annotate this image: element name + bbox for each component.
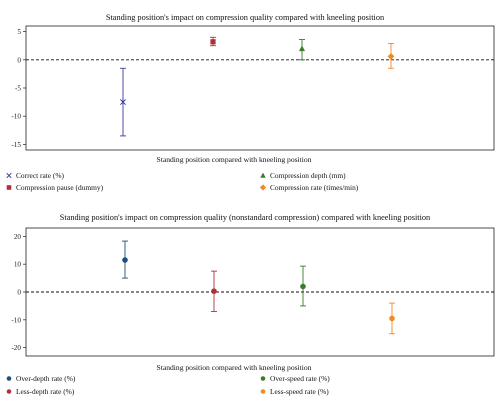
- legend-entry: Less-depth rate (%): [6, 387, 75, 396]
- data-point-b: [120, 99, 126, 106]
- series-4: [387, 43, 395, 69]
- legend-entry: Compression depth (mm): [260, 171, 346, 180]
- legend-marker: [260, 376, 266, 381]
- plot-frame: [25, 25, 495, 151]
- legend-entry: Over-depth rate (%): [6, 374, 76, 383]
- series-3: [299, 39, 305, 61]
- legend-label: Over-depth rate (%): [16, 374, 76, 383]
- x-axis-label: Standing position compared with kneeling…: [156, 363, 311, 372]
- data-point: [300, 283, 306, 290]
- data-point: [122, 257, 128, 263]
- legend-label: Correct rate (%): [16, 171, 65, 180]
- y-tick-label: 20: [14, 233, 22, 241]
- data-point: [211, 288, 217, 294]
- legend-entry: Correct rate (%): [6, 171, 65, 180]
- series-2: [210, 36, 216, 47]
- legend-marker: [6, 185, 12, 190]
- chart-title: Standing position's impact on compressio…: [60, 213, 431, 222]
- y-tick-label: -5: [15, 85, 21, 93]
- data-point: [210, 39, 216, 45]
- y-tick-label: -20: [11, 344, 21, 352]
- legend-entry: Compression rate (times/min): [259, 183, 359, 192]
- legend-marker: [6, 389, 12, 394]
- data-point: [387, 53, 395, 60]
- chart-panel-1: Standing position's impact on compressio…: [6, 13, 495, 192]
- data-point: [299, 45, 305, 52]
- legend-marker: [6, 376, 12, 381]
- chart-title: Standing position's impact on compressio…: [106, 13, 385, 22]
- x-axis-label: Standing position compared with kneeling…: [156, 155, 311, 164]
- data-point: [389, 315, 395, 322]
- legend-marker: [260, 172, 266, 178]
- y-tick-label: 5: [17, 28, 21, 36]
- series-1: [122, 240, 128, 279]
- chart-panel-2: Standing position's impact on compressio…: [6, 213, 495, 396]
- legend-entry: Compression pause (dummy): [6, 183, 104, 192]
- legend-label: Compression depth (mm): [270, 171, 346, 180]
- legend-marker: [260, 389, 266, 394]
- legend-marker-b: [6, 172, 12, 179]
- legend-label: Compression rate (times/min): [270, 183, 359, 192]
- y-tick-label: 0: [17, 289, 21, 297]
- legend-label: Over-speed rate (%): [270, 374, 330, 383]
- legend-label: Less-speed rate (%): [270, 387, 329, 396]
- legend-entry: Less-speed rate (%): [260, 387, 329, 396]
- series-4: [389, 302, 395, 335]
- series-1: [120, 67, 126, 137]
- series-3: [300, 265, 306, 307]
- y-tick-label: 0: [17, 56, 21, 64]
- y-tick-label: -10: [11, 316, 21, 324]
- series-2: [211, 270, 217, 312]
- y-tick-label: -10: [11, 113, 21, 121]
- legend-label: Compression pause (dummy): [16, 183, 104, 192]
- y-tick-label: -15: [11, 141, 21, 149]
- y-tick-label: 10: [14, 261, 22, 269]
- legend-label: Less-depth rate (%): [16, 387, 75, 396]
- legend-marker: [259, 184, 267, 191]
- legend-entry: Over-speed rate (%): [260, 374, 330, 383]
